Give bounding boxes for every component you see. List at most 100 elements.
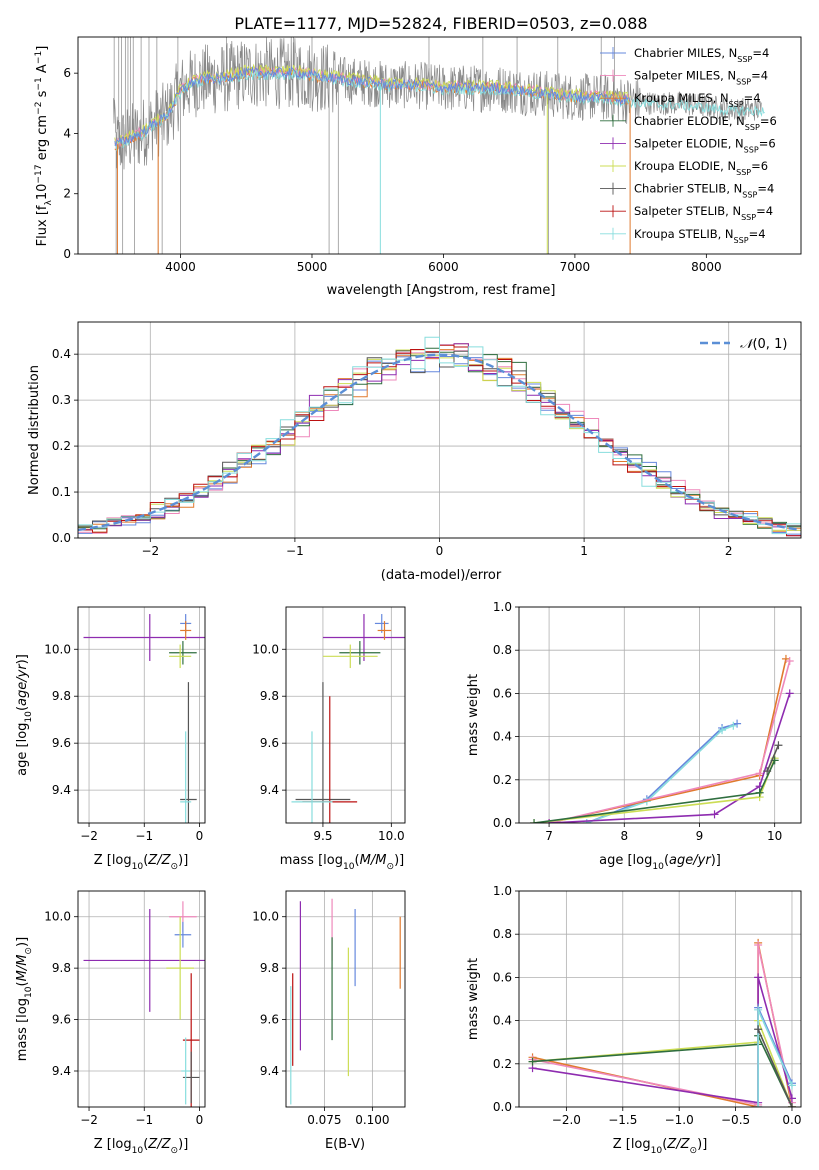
weight-vs-age-point-marker [774, 741, 783, 750]
residual-ytick-label: 0.4 [52, 347, 71, 361]
age-vs-z-ytick-label: 9.4 [52, 783, 71, 797]
weight-vs-age-series-line [766, 744, 780, 772]
weight-vs-age-ytick-label: 1.0 [493, 600, 512, 614]
weight-vs-age-series-line [549, 693, 791, 823]
mass-vs-z-ytick-label: 10.0 [44, 910, 71, 924]
legend-entry-label: Salpeter ELODIE, NSSP=6 [634, 136, 776, 154]
model-spectrum-line [114, 65, 631, 147]
weight-vs-age-series-line [533, 757, 776, 823]
age-vs-z-errorbar [169, 644, 192, 669]
weight-vs-z-point-marker [754, 1103, 763, 1107]
age-vs-mass-errorbar [377, 621, 392, 640]
age-vs-mass-xtick-label: 10.0 [378, 829, 405, 843]
legend-entry-label: Kroupa STELIB, NSSP=4 [634, 227, 766, 245]
legend-entry-label: Chabrier ELODIE, NSSP=6 [634, 114, 777, 132]
mass-vs-ebv-ytick-label: 9.8 [260, 961, 279, 975]
weight-vs-z-xtick-label: −0.5 [721, 1113, 750, 1127]
weight-vs-z-xtick-label: −2.0 [552, 1113, 581, 1127]
weight-vs-z-series-line [532, 1035, 793, 1107]
legend-entry-label: Salpeter STELIB, NSSP=4 [634, 204, 773, 222]
mass-vs-z-xtick-label: −2 [80, 1113, 98, 1127]
mass-vs-z-errorbar [83, 909, 205, 1012]
residual-legend: 𝒩(0, 1) [700, 337, 787, 352]
mass-vs-z-errorbar [181, 1037, 191, 1105]
weight-vs-age-ytick-label: 0.0 [493, 816, 512, 830]
age-vs-z-xtick-label: −1 [135, 829, 153, 843]
weight-vs-z-point-marker [787, 1081, 796, 1090]
weight-vs-age-point-marker [729, 721, 738, 730]
mass-vs-ebv-xtick-label: 0.075 [307, 1113, 341, 1127]
age-vs-mass-axes: 9.5 10.0 9.4 9.6 9.8 10.0 [252, 607, 405, 843]
age-vs-mass-errorbar [322, 614, 405, 661]
weight-vs-age-point-marker [710, 810, 719, 819]
weight-vs-age-point-marker [785, 689, 794, 698]
weight-vs-z-point-marker [528, 1057, 537, 1066]
weight-vs-age-frame [518, 606, 802, 824]
residual-ytick-label: 0.3 [52, 393, 71, 407]
mass-vs-ebv-xtick-label: 0.100 [355, 1113, 389, 1127]
spectrum-xtick-label: 4000 [165, 260, 196, 274]
residual-frame [77, 321, 802, 539]
weight-vs-z-point-marker [754, 1005, 763, 1014]
mass-vs-z-ytick-label: 9.6 [52, 1013, 71, 1027]
residual-xtick-label: −2 [141, 544, 159, 558]
weight-vs-z-series-line [532, 944, 793, 1106]
age-vs-z-y-axis-label: age [log10(age/yr)] [15, 654, 34, 776]
mass-vs-z-errorbar [174, 921, 192, 948]
residual-ytick-label: 0.0 [52, 531, 71, 545]
weight-vs-z-frame [518, 890, 802, 1108]
mass-vs-ebv-plot-area [290, 898, 401, 1105]
weight-vs-age-point-marker [530, 819, 539, 823]
weight-vs-z-axes: −2.0 −1.5 −1.0 −0.5 0.0 0.0 0.2 0.4 0.6 0.8 1.0 [493, 884, 802, 1127]
residual-x-axis-label: (data-model)/error [381, 568, 502, 583]
weight-vs-age-xtick-label: 8 [620, 829, 628, 843]
residual-ytick-label: 0.1 [52, 485, 71, 499]
weight-vs-z-series-line [532, 977, 793, 1104]
weight-vs-z-point-marker [754, 973, 763, 982]
spectrum-xtick-label: 7000 [560, 260, 591, 274]
residual-ytick-label: 0.2 [52, 439, 71, 453]
spectrum-xtick-label: 8000 [691, 260, 722, 274]
age-vs-z-errorbar [169, 641, 197, 665]
figure-title: PLATE=1177, MJD=52824, FIBERID=0503, z=0… [234, 14, 647, 33]
weight-vs-age-xtick-label: 9 [696, 829, 704, 843]
spectrum-y-axis-label: Flux [fλ10−17 erg cm−2 s−1 A−1] [34, 46, 54, 247]
weight-vs-z-ytick-label: 0.0 [493, 1100, 512, 1114]
weight-vs-age-ytick-label: 0.8 [493, 643, 512, 657]
weight-vs-z-series-line [532, 942, 793, 1107]
weight-vs-z-xtick-label: −1.5 [608, 1113, 637, 1127]
spectrum-x-axis-label: wavelength [Angstrom, rest frame] [327, 283, 556, 298]
residual-y-axis-label: Normed distribution [27, 365, 42, 495]
age-vs-z-xtick-label: −2 [80, 829, 98, 843]
weight-vs-z-ytick-label: 1.0 [493, 884, 512, 898]
legend-entry-label: Chabrier STELIB, NSSP=4 [634, 182, 774, 200]
residual-xtick-label: −1 [286, 544, 304, 558]
mass-vs-ebv-ytick-label: 10.0 [252, 910, 279, 924]
spectrum-xtick-label: 6000 [428, 260, 459, 274]
age-vs-z-errorbar [180, 731, 192, 823]
weight-vs-z-xtick-label: 0.0 [782, 1113, 801, 1127]
mass-vs-ebv-ytick-label: 9.6 [260, 1013, 279, 1027]
age-vs-mass-ytick-label: 9.8 [260, 689, 279, 703]
age-vs-z-ytick-label: 9.8 [52, 689, 71, 703]
mass-vs-z-x-axis-label: Z [log10(Z/Z⊙)] [94, 1137, 189, 1156]
spectrum-xtick-label: 5000 [297, 260, 328, 274]
age-vs-mass-frame [285, 606, 406, 824]
spectrum-axes: 4000 5000 6000 7000 8000 0 2 4 6 [63, 66, 721, 274]
age-vs-z-x-axis-label: Z [log10(Z/Z⊙)] [94, 853, 189, 872]
mass-vs-z-errorbar [166, 916, 194, 1020]
mass-vs-z-xtick-label: −1 [135, 1113, 153, 1127]
mass-vs-z-frame [77, 890, 206, 1108]
legend-entry-label: Chabrier MILES, NSSP=4 [634, 46, 769, 64]
weight-vs-z-y-axis-label: mass weight [466, 958, 481, 1040]
age-vs-mass-xtick-label: 9.5 [313, 829, 332, 843]
spectrum-ytick-label: 4 [63, 126, 71, 140]
weight-vs-age-point-marker [718, 726, 727, 735]
weight-vs-age-point-marker [755, 788, 764, 797]
mass-vs-z-xtick-label: 0 [196, 1113, 204, 1127]
age-vs-mass-ytick-label: 9.6 [260, 736, 279, 750]
age-vs-mass-errorbar [291, 731, 333, 823]
weight-vs-age-series-line [548, 660, 791, 823]
spectrum-frame [77, 36, 802, 255]
